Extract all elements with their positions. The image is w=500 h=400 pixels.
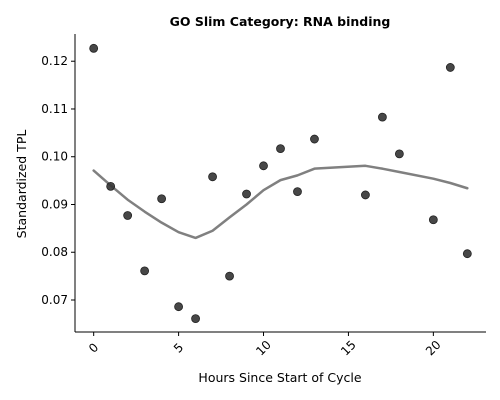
scatter-point	[242, 189, 251, 199]
y-tick-label: 0.07	[41, 293, 68, 307]
scatter-point	[157, 194, 167, 204]
y-tick-label: 0.10	[41, 150, 68, 164]
x-axis-label: Hours Since Start of Cycle	[198, 370, 361, 385]
x-tick-label: 5	[171, 340, 186, 355]
x-tick-label: 0	[86, 340, 101, 355]
scatter-point	[377, 112, 387, 122]
scatter-point	[310, 134, 319, 144]
scatter-point	[140, 266, 150, 276]
chart-title: GO Slim Category: RNA binding	[170, 14, 391, 29]
scatter-point	[361, 190, 370, 200]
scatter-point	[293, 187, 302, 197]
scatter-point	[174, 302, 184, 312]
scatter-point	[225, 271, 234, 281]
scatter-point	[394, 149, 404, 159]
y-tick-label: 0.11	[41, 102, 68, 116]
points-layer	[89, 43, 472, 324]
trend-layer	[92, 164, 469, 240]
scatter-point	[89, 43, 99, 53]
scatter-point	[123, 211, 133, 220]
x-tick-label: 20	[423, 338, 444, 359]
plot-area: 0 5 10 15 20 0.07 0.08 0.09 0.10 0.11 0.12	[41, 34, 486, 358]
x-tick-label: 15	[338, 338, 359, 359]
y-axis-label: Standardized TPL	[14, 130, 29, 239]
y-tick-label: 0.12	[41, 54, 68, 68]
y-tick-label: 0.08	[41, 245, 68, 259]
x-ticks: 0 5 10 15 20	[86, 332, 444, 358]
scatter-point	[276, 144, 285, 154]
scatter-point	[106, 181, 116, 191]
y-ticks: 0.07 0.08 0.09 0.10 0.11 0.12	[41, 54, 75, 307]
scatter-point	[445, 63, 455, 72]
y-tick-label: 0.09	[41, 197, 68, 211]
scatter-point	[428, 215, 438, 225]
x-tick-label: 10	[253, 338, 274, 359]
scatter-point	[259, 161, 268, 171]
trend-line	[92, 164, 469, 240]
scatter-point	[191, 314, 200, 324]
scatter-point	[208, 172, 217, 182]
scatter-point	[462, 249, 472, 259]
